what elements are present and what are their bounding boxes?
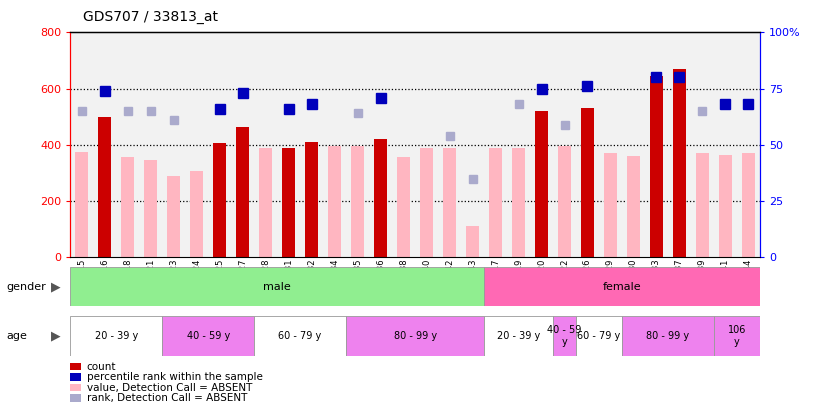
Bar bbox=[627, 156, 640, 257]
Bar bbox=[70, 316, 162, 356]
Bar bbox=[162, 316, 254, 356]
Text: percentile rank within the sample: percentile rank within the sample bbox=[87, 372, 263, 382]
Bar bbox=[420, 147, 433, 257]
Bar bbox=[236, 126, 249, 257]
Bar bbox=[650, 76, 662, 257]
Bar bbox=[346, 316, 484, 356]
Bar bbox=[553, 316, 576, 356]
Bar bbox=[306, 142, 318, 257]
Bar bbox=[489, 147, 502, 257]
Bar bbox=[714, 316, 760, 356]
Text: 60 - 79 y: 60 - 79 y bbox=[577, 331, 620, 341]
Text: ▶: ▶ bbox=[51, 330, 61, 343]
Bar bbox=[168, 176, 180, 257]
Text: GDS707 / 33813_at: GDS707 / 33813_at bbox=[83, 10, 217, 24]
Text: female: female bbox=[603, 281, 641, 292]
Bar bbox=[742, 153, 755, 257]
Bar bbox=[397, 158, 410, 257]
Bar bbox=[98, 117, 111, 257]
Bar bbox=[484, 316, 553, 356]
Bar bbox=[444, 147, 456, 257]
Bar bbox=[190, 171, 203, 257]
Bar bbox=[70, 267, 484, 306]
Bar bbox=[145, 160, 157, 257]
Bar bbox=[484, 267, 760, 306]
Bar bbox=[259, 147, 272, 257]
Bar bbox=[582, 108, 594, 257]
Text: male: male bbox=[263, 281, 291, 292]
Text: 60 - 79 y: 60 - 79 y bbox=[278, 331, 322, 341]
Text: count: count bbox=[87, 362, 116, 371]
Text: gender: gender bbox=[7, 281, 46, 292]
Bar bbox=[254, 316, 346, 356]
Bar bbox=[374, 139, 387, 257]
Text: 40 - 59 y: 40 - 59 y bbox=[187, 331, 230, 341]
Bar bbox=[121, 158, 134, 257]
Text: 106
y: 106 y bbox=[728, 325, 746, 347]
Text: 80 - 99 y: 80 - 99 y bbox=[393, 331, 437, 341]
Text: 40 - 59
y: 40 - 59 y bbox=[548, 325, 582, 347]
Text: 20 - 39 y: 20 - 39 y bbox=[497, 331, 540, 341]
Bar bbox=[673, 69, 686, 257]
Text: rank, Detection Call = ABSENT: rank, Detection Call = ABSENT bbox=[87, 393, 247, 403]
Bar bbox=[328, 146, 341, 257]
Bar bbox=[512, 147, 525, 257]
Bar bbox=[282, 147, 295, 257]
Text: ▶: ▶ bbox=[51, 280, 61, 293]
Bar bbox=[535, 111, 548, 257]
Text: value, Detection Call = ABSENT: value, Detection Call = ABSENT bbox=[87, 383, 252, 392]
Text: age: age bbox=[7, 331, 27, 341]
Bar bbox=[351, 146, 364, 257]
Text: 20 - 39 y: 20 - 39 y bbox=[94, 331, 138, 341]
Bar bbox=[213, 143, 226, 257]
Bar bbox=[604, 153, 617, 257]
Bar bbox=[622, 316, 714, 356]
Bar bbox=[466, 226, 479, 257]
Text: 80 - 99 y: 80 - 99 y bbox=[647, 331, 690, 341]
Bar bbox=[719, 155, 732, 257]
Bar bbox=[558, 146, 571, 257]
Bar bbox=[696, 153, 709, 257]
Bar bbox=[75, 152, 88, 257]
Bar bbox=[576, 316, 622, 356]
